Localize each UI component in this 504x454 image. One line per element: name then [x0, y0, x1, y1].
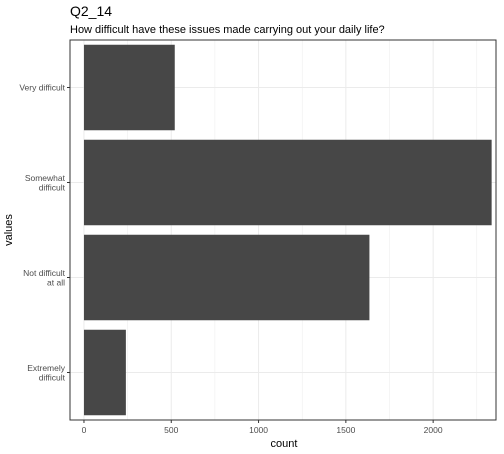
x-tick-label: 0 — [82, 425, 87, 435]
y-tick-label: Not difficult at all — [23, 268, 66, 288]
bar — [83, 139, 492, 226]
x-tick-label: 1000 — [249, 425, 268, 435]
chart-subtitle: How difficult have these issues made car… — [70, 24, 385, 36]
bar — [83, 234, 370, 321]
y-axis: Very difficult Somewhat difficult Not diffi… — [19, 83, 70, 383]
bar — [83, 329, 126, 416]
y-tick-label: Somewhat difficult — [25, 173, 66, 193]
x-axis: 0 500 1000 1500 2000 — [82, 420, 443, 435]
y-axis-title: values — [3, 214, 15, 246]
panel-border — [69, 39, 497, 421]
x-tick-label: 2000 — [424, 425, 443, 435]
chart-title: Q2_14 — [70, 3, 112, 19]
bar-layer — [83, 44, 492, 416]
y-tick-label: Very difficult — [19, 83, 65, 93]
x-axis-title: count — [271, 438, 298, 450]
bar — [83, 44, 175, 131]
y-tick-label: Extremely difficult — [27, 363, 66, 383]
x-tick-label: 500 — [164, 425, 178, 435]
x-tick-label: 1500 — [336, 425, 355, 435]
